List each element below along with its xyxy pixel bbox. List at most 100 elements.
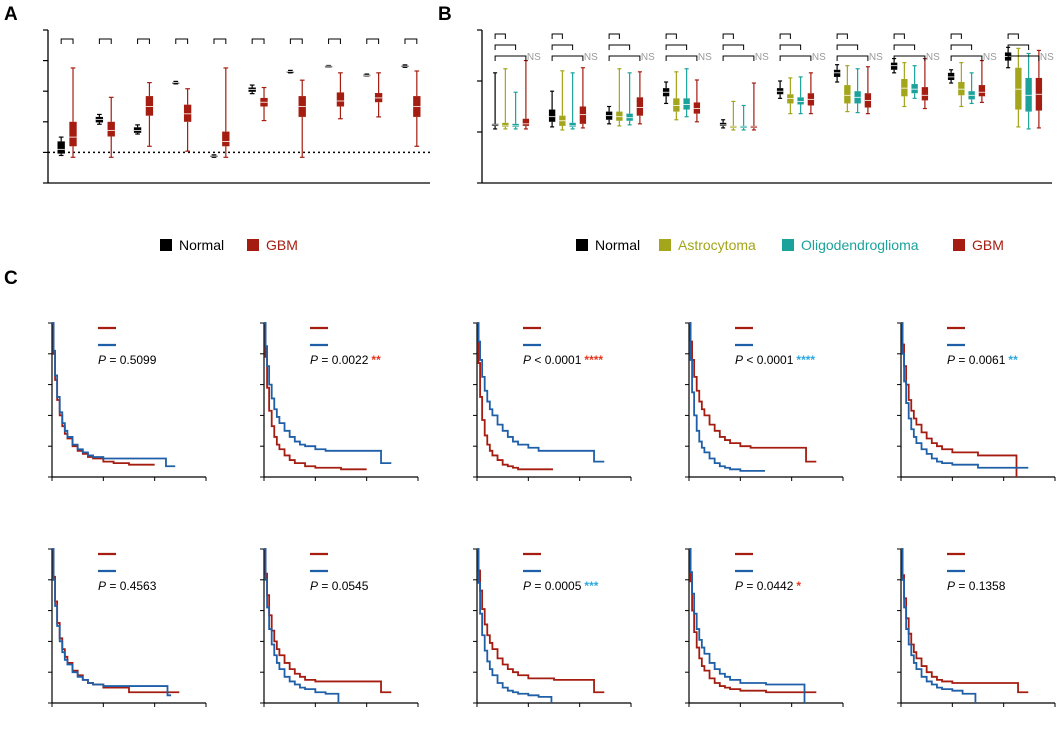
p-value-text: P = 0.5099: [98, 353, 157, 367]
box-body: [57, 141, 65, 154]
significance-bracket-syn1-3: NS: [893, 52, 940, 63]
significance-bracket-scn1b-2: [779, 44, 802, 50]
significance-bracket-ccl18-1: [494, 33, 506, 39]
significance-bracket-fcgr2b: [137, 38, 150, 44]
legend-swatch: [953, 239, 965, 251]
box-gbm-gabrd: [183, 88, 192, 152]
p-prefix: P: [310, 353, 318, 367]
significance-bracket-sncb-1: [836, 33, 848, 39]
box-body: [324, 65, 333, 68]
legend-label: Oligodendroglioma: [801, 237, 919, 253]
significance-bracket-fcgr2b-2: [608, 44, 631, 50]
box-oligodendroglioma-ccl18: [512, 91, 519, 130]
box-normal-sncb: [286, 69, 295, 74]
bracket-line: [137, 38, 150, 44]
bracket-line: [950, 33, 962, 39]
p-value: = 0.0442: [743, 579, 794, 593]
panel-a-tcga-boxplot: Normal GBM: [43, 29, 430, 253]
box-body: [183, 104, 192, 122]
significance-bracket-ccl18-2: [494, 44, 517, 50]
box-body: [683, 98, 690, 110]
bracket-line: [722, 33, 734, 39]
box-oligodendroglioma-fcgr2b: [626, 72, 633, 126]
bracket-line: [551, 55, 584, 61]
bracket-line: [665, 44, 688, 50]
box-oligodendroglioma-syn1: [911, 65, 918, 99]
box-astrocytoma-ccl8: [559, 70, 566, 131]
survival-panel-syn1: P = 0.0005 ***: [473, 548, 632, 707]
box-body: [145, 96, 154, 116]
p-prefix: P: [523, 353, 531, 367]
p-prefix: P: [310, 579, 318, 593]
km-curve-low: [901, 322, 1029, 469]
box-gbm-sncb: [864, 66, 872, 115]
significance-label-ns: NS: [698, 52, 712, 63]
box-normal-scn1b: [248, 84, 256, 95]
box-astrocytoma-fcgr2b: [616, 68, 623, 127]
significance-label-ns: NS: [584, 52, 598, 63]
box-body: [921, 87, 929, 101]
p-prefix: P: [735, 353, 743, 367]
legend-label: GBM: [972, 237, 1004, 253]
box-normal-prame: [210, 154, 218, 158]
box-normal-vsnl1: [401, 64, 409, 68]
significance-label-ns: NS: [755, 52, 769, 63]
box-gbm-fcgr2b: [145, 82, 154, 147]
survival-panel-scn1b: P = 0.4563: [48, 548, 207, 707]
box-gbm-vsnl1: [1035, 49, 1043, 129]
km-curve-high: [477, 548, 605, 694]
p-value-text: P = 0.0005 ***: [523, 579, 599, 593]
bracket-line: [328, 38, 341, 44]
significance-bracket-ccl8-3: NS: [551, 52, 598, 63]
legend-item-normal: Normal: [576, 237, 640, 253]
box-gbm-scn1b: [260, 86, 268, 122]
box-body: [958, 82, 965, 96]
bracket-line: [950, 44, 973, 50]
box-gbm-ccl8: [579, 67, 587, 129]
box-oligodendroglioma-ccl8: [569, 72, 576, 130]
p-value-text: P = 0.1358: [947, 579, 1006, 593]
significance-bracket-gabrd-1: [665, 33, 677, 39]
box-astrocytoma-tuba4a: [958, 62, 965, 108]
panel-c-survival-curves: P = 0.5099 P = 0.0022 ** P < 0.0001 **** P < …: [48, 322, 1056, 707]
km-curve-low: [477, 548, 553, 703]
bracket-line: [722, 55, 755, 61]
significance-bracket-gabrd-3: NS: [665, 52, 712, 63]
legend-item-gbm: GBM: [247, 237, 298, 253]
bracket-line: [893, 55, 926, 61]
panel-label-c: C: [4, 268, 18, 289]
significance-label-ns: NS: [926, 52, 940, 63]
box-gbm-syn1: [921, 57, 929, 110]
km-curve-low: [689, 548, 806, 703]
p-value: = 0.0022: [318, 353, 369, 367]
significance-bracket-tuba4a: [366, 38, 380, 44]
significance-bracket-sncb-3: NS: [836, 52, 883, 63]
box-gbm-syn1: [336, 72, 345, 120]
legend-label: Astrocytoma: [678, 237, 756, 253]
bracket-line: [608, 55, 641, 61]
bracket-line: [836, 44, 859, 50]
box-oligodendroglioma-vsnl1: [1025, 52, 1032, 130]
significance-bracket-tuba4a-1: [950, 33, 962, 39]
bracket-line: [608, 33, 620, 39]
km-curve-low: [52, 322, 176, 468]
bracket-line: [893, 33, 905, 39]
box-gbm-fcgr2b: [636, 71, 644, 125]
box-gbm-gabrd: [693, 79, 701, 123]
bracket-line: [722, 44, 745, 50]
legend-swatch: [782, 239, 794, 251]
bracket-line: [494, 44, 517, 50]
box-normal-tuba4a: [363, 73, 371, 77]
p-value-text: P = 0.0022 **: [310, 353, 381, 367]
bracket-line: [494, 33, 506, 39]
significance-bracket-vsnl1-2: [1007, 44, 1030, 50]
box-body: [901, 78, 908, 97]
box-body: [69, 121, 77, 147]
box-normal-tuba4a: [947, 69, 955, 84]
box-astrocytoma-syn1: [901, 62, 908, 108]
box-body: [978, 85, 986, 97]
box-astrocytoma-scn1b: [787, 77, 794, 115]
p-value: = 0.1358: [955, 579, 1006, 593]
bracket-line: [779, 55, 812, 61]
significance-bracket-ccl18: [60, 38, 74, 44]
